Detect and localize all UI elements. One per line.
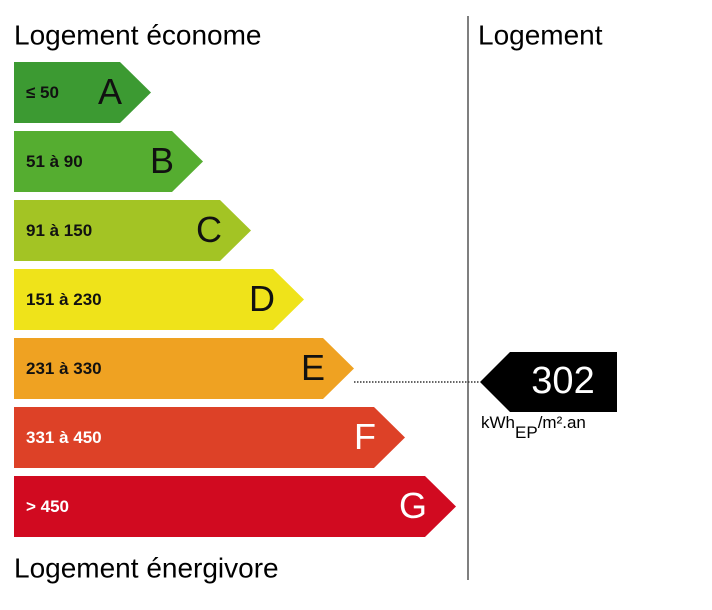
class-bar xyxy=(14,131,203,192)
unit-sub: EP xyxy=(515,423,538,442)
class-letter: E xyxy=(301,347,325,388)
class-bar xyxy=(14,269,304,330)
indicator-value: 302 xyxy=(531,360,594,402)
class-bars: ≤ 50 A 51 à 90 B 91 à 150 C 151 à 230 D 231 à 33… xyxy=(14,62,456,537)
footer-title: Logement énergivore xyxy=(14,552,279,583)
class-range: ≤ 50 xyxy=(26,83,59,102)
class-letter: F xyxy=(354,416,376,457)
unit-rest: /m².an xyxy=(538,413,586,432)
class-letter: B xyxy=(150,140,174,181)
class-range: 151 à 230 xyxy=(26,290,102,309)
class-letter: A xyxy=(98,71,122,112)
class-range: > 450 xyxy=(26,497,69,516)
indicator-unit: kWhEP/m².an xyxy=(481,413,586,442)
title-left: Logement économe xyxy=(14,19,262,50)
class-range: 331 à 450 xyxy=(26,428,102,447)
class-letter: C xyxy=(196,209,222,250)
indicator-arrow xyxy=(480,352,617,412)
class-bar xyxy=(14,338,354,399)
class-range: 91 à 150 xyxy=(26,221,92,240)
class-range: 51 à 90 xyxy=(26,152,83,171)
title-right: Logement xyxy=(478,19,603,50)
class-range: 231 à 330 xyxy=(26,359,102,378)
class-bar xyxy=(14,62,151,123)
class-letter: D xyxy=(249,278,275,319)
class-letter: G xyxy=(399,485,427,526)
class-bar xyxy=(14,476,456,537)
unit-main: kWh xyxy=(481,413,515,432)
class-bar xyxy=(14,200,251,261)
class-bar xyxy=(14,407,405,468)
